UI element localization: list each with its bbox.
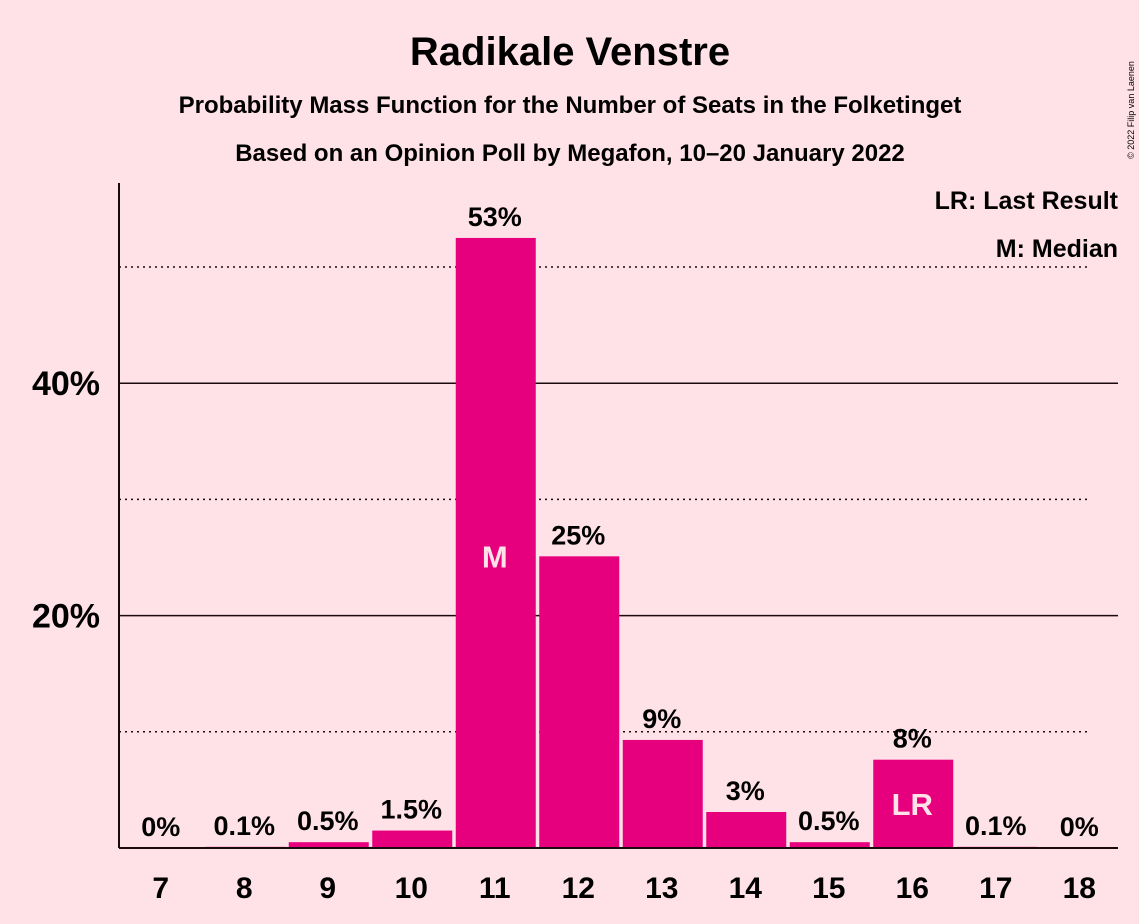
bar-13 bbox=[622, 739, 703, 848]
x-tick-label-15: 15 bbox=[812, 872, 845, 905]
chart-title: Radikale Venstre bbox=[410, 30, 730, 74]
copyright-text: © 2022 Filip van Laenen bbox=[1126, 61, 1136, 159]
bar-16 bbox=[873, 759, 954, 848]
x-axis-ticks: 7 8 9 10 11 12 13 14 15 16 17 18 bbox=[152, 872, 1096, 905]
bar-15 bbox=[789, 842, 870, 848]
bar-10 bbox=[372, 830, 453, 848]
bars bbox=[205, 237, 1037, 848]
x-tick-label-9: 9 bbox=[319, 872, 336, 905]
bar-11 bbox=[455, 237, 536, 848]
legend-median: M: Median bbox=[996, 235, 1118, 263]
bar-14 bbox=[706, 811, 787, 848]
legend-last-result: LR: Last Result bbox=[935, 187, 1119, 215]
bar-mark-m: M bbox=[482, 540, 508, 575]
y-tick-label: 40% bbox=[32, 365, 100, 403]
data-label-18: 0% bbox=[1060, 812, 1099, 842]
x-tick-label-18: 18 bbox=[1063, 872, 1096, 905]
x-tick-label-16: 16 bbox=[896, 872, 929, 905]
data-labels: 0% 0.1% 0.5% 1.5% 53% 25% 9% 3% 0.5% 8% 0.1% 0% bbox=[141, 202, 1099, 842]
bar-12 bbox=[539, 556, 620, 848]
chart-subtitle-1: Probability Mass Function for the Number… bbox=[179, 92, 962, 119]
x-tick-label-17: 17 bbox=[979, 872, 1012, 905]
x-tick-label-14: 14 bbox=[729, 872, 763, 905]
bar-marks: M LR bbox=[482, 540, 933, 822]
x-tick-label-11: 11 bbox=[479, 872, 511, 905]
data-label-11: 53% bbox=[468, 202, 522, 232]
x-tick-label-7: 7 bbox=[152, 872, 169, 905]
bar-9 bbox=[288, 842, 369, 848]
data-label-8: 0.1% bbox=[213, 811, 275, 841]
data-label-7: 0% bbox=[141, 812, 180, 842]
x-tick-label-8: 8 bbox=[236, 872, 253, 905]
data-label-10: 1.5% bbox=[380, 795, 442, 825]
x-tick-label-10: 10 bbox=[395, 872, 428, 905]
bar-mark-lr: LR bbox=[892, 787, 933, 822]
y-tick-label: 20% bbox=[32, 598, 100, 636]
data-label-16: 8% bbox=[893, 724, 932, 754]
data-label-14: 3% bbox=[726, 776, 765, 806]
data-label-13: 9% bbox=[642, 704, 681, 734]
x-tick-label-13: 13 bbox=[645, 872, 678, 905]
data-label-15: 0.5% bbox=[798, 806, 860, 836]
y-axis-ticks: 20% 40% bbox=[32, 365, 100, 635]
data-label-17: 0.1% bbox=[965, 811, 1027, 841]
chart-subtitle-2: Based on an Opinion Poll by Megafon, 10–… bbox=[235, 140, 905, 167]
data-label-12: 25% bbox=[551, 520, 605, 550]
x-tick-label-12: 12 bbox=[562, 872, 595, 905]
data-label-9: 0.5% bbox=[297, 806, 359, 836]
